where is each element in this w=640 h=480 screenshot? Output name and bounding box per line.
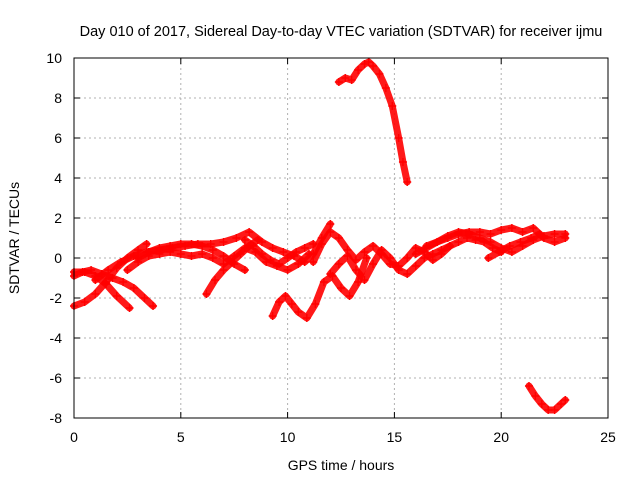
x-axis-label: GPS time / hours bbox=[288, 457, 395, 473]
series-trace bbox=[70, 266, 157, 310]
data-series bbox=[70, 58, 570, 414]
y-tick-label: 4 bbox=[54, 170, 62, 186]
series-arc-15 bbox=[484, 230, 544, 262]
y-tick-label: 10 bbox=[46, 50, 62, 66]
y-tick-label: -8 bbox=[50, 410, 63, 426]
series-trace bbox=[326, 234, 505, 284]
series-arc-8 bbox=[240, 236, 318, 268]
series-arc-12 bbox=[334, 58, 412, 186]
y-tick-label: 8 bbox=[54, 90, 62, 106]
chart-title: Day 010 of 2017, Sidereal Day-to-day VTE… bbox=[80, 24, 603, 40]
series-trace bbox=[269, 254, 371, 322]
series-arc-11 bbox=[326, 234, 506, 284]
series-trace bbox=[484, 230, 544, 262]
y-tick-label: -6 bbox=[50, 370, 63, 386]
x-tick-label: 20 bbox=[493, 429, 509, 445]
series-arc-9 bbox=[268, 254, 371, 322]
series-trace bbox=[241, 236, 317, 268]
series-trace bbox=[134, 240, 249, 274]
x-tick-label: 25 bbox=[600, 429, 616, 445]
x-tick-label: 5 bbox=[177, 429, 185, 445]
plot-frame bbox=[73, 57, 609, 419]
y-tick-label: 2 bbox=[54, 210, 62, 226]
series-trace bbox=[525, 382, 569, 414]
x-tick-label: 10 bbox=[280, 429, 296, 445]
y-tick-label: -4 bbox=[50, 330, 63, 346]
x-tick-label: 15 bbox=[387, 429, 403, 445]
y-tick-label: 6 bbox=[54, 130, 62, 146]
series-arc-3 bbox=[70, 266, 158, 310]
y-tick-label: 0 bbox=[54, 250, 62, 266]
x-tick-label: 0 bbox=[70, 429, 78, 445]
y-tick-label: -2 bbox=[50, 290, 63, 306]
series-arc-16 bbox=[524, 382, 570, 414]
series-trace bbox=[335, 58, 411, 186]
y-axis-label: SDTVAR / TECUs bbox=[6, 182, 22, 294]
series-arc-6 bbox=[134, 240, 249, 274]
